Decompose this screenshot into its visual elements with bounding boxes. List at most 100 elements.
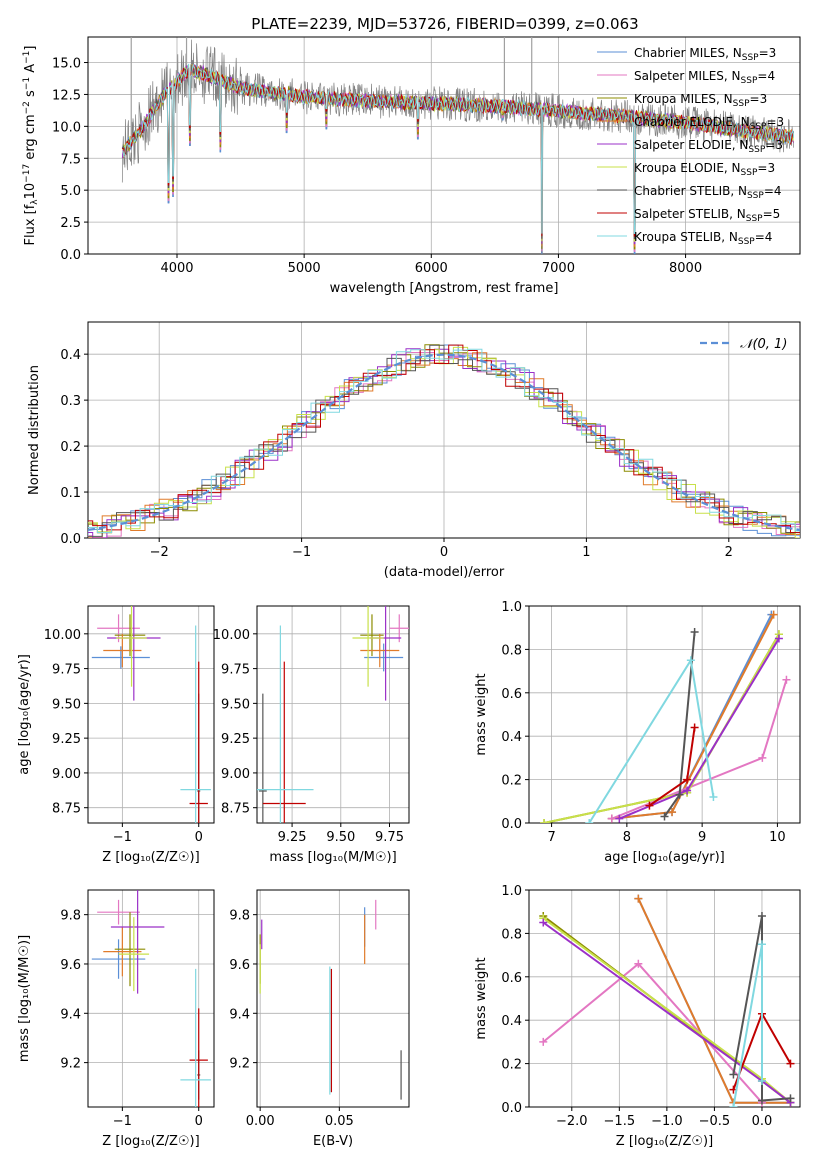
mass-weight-line [543, 633, 780, 823]
x-tick-label: −2 [150, 545, 169, 560]
y-tick-label: 0.4 [501, 1014, 522, 1029]
y-tick-label: 9.6 [229, 958, 250, 973]
y-axis-label: mass weight [474, 673, 489, 755]
mass-weight-marker [539, 918, 548, 927]
x-tick-label: 1 [582, 545, 590, 560]
y-tick-label: 0.8 [501, 643, 522, 658]
errorbar-point [103, 926, 142, 977]
tick-labels: −1 0 9.2 9.4 9.6 9.8 [60, 909, 203, 1129]
errorbar-point [97, 899, 140, 925]
mass-weight-marker [774, 634, 783, 643]
panel-weight_vs_Z: −2.0 −1.5 −1.0 −0.5 0.0 0.0 0.2 0.4 0.6 0.8 1.0 Z [… [474, 884, 801, 1149]
x-tick-label: 7000 [542, 261, 575, 276]
x-tick-label: 7 [547, 830, 555, 845]
mass-weight-marker [729, 1103, 738, 1107]
x-tick-label: 0.00 [246, 1114, 275, 1129]
errorbar-point [189, 661, 208, 823]
x-tick-label: −1.5 [604, 1114, 636, 1129]
y-tick-label: 9.25 [52, 732, 81, 747]
x-tick-label: 2 [725, 545, 733, 560]
x-tick-label: 0 [195, 1114, 203, 1129]
y-tick-label: 9.8 [60, 909, 81, 924]
errorbar-point [110, 890, 165, 994]
y-tick-label: 8.75 [221, 802, 250, 817]
errorbar-point [91, 939, 146, 979]
y-tick-label: 0.4 [501, 730, 522, 745]
y-tick-label: 9.00 [52, 767, 81, 782]
x-tick-label: −1 [113, 1114, 132, 1129]
x-tick-label: 9.75 [375, 830, 404, 845]
y-tick-label: 0.2 [60, 440, 81, 455]
y-tick-label: 9.4 [60, 1007, 81, 1022]
tick-labels: −1 0 8.75 9.00 9.25 9.50 9.75 10.00 [44, 628, 203, 845]
errorbar-point [364, 643, 404, 672]
y-axis-label: Normed distribution [27, 365, 42, 495]
tick-labels: 9.25 9.50 9.75 8.75 9.00 9.25 9.50 9.75 10.00 [213, 628, 404, 845]
y-tick-label: 9.2 [60, 1057, 81, 1072]
panel-mass_vs_EBV: 0.00 0.05 9.2 9.4 9.6 9.8 E(B-V) [229, 889, 410, 1149]
mass-weight-marker [690, 628, 699, 637]
axes-frame [528, 889, 801, 1108]
errorbars-mass_vs_Z [91, 890, 211, 1107]
y-tick-label: 1.0 [501, 600, 522, 615]
mass-weight-marker [782, 675, 791, 684]
mass-weight-marker [769, 610, 778, 619]
axes-frame [87, 605, 215, 824]
panel-spectrum: 4000 5000 6000 7000 8000 0.0 2.5 5.0 7.5 10.0 12.5… [52, 36, 801, 296]
tick-labels: 0.00 0.05 9.2 9.4 9.6 9.8 [229, 909, 353, 1129]
residuals-legend: 𝒩(0, 1) [700, 337, 787, 352]
legend-label: Chabrier STELIB, NSSP=4 [634, 184, 782, 201]
mass-weight-marker [683, 786, 692, 795]
legend-label: 𝒩(0, 1) [740, 337, 787, 352]
y-tick-label: 10.00 [213, 628, 250, 643]
x-tick-label: −2.0 [556, 1114, 588, 1129]
y-tick-label: 1.0 [501, 884, 522, 899]
mass-weight-marker [709, 792, 718, 801]
y-tick-label: 15.0 [52, 57, 81, 72]
x-tick-label: 6000 [415, 261, 448, 276]
spectrum-traces [121, 37, 795, 254]
mass-weight-line [611, 614, 773, 820]
axes-frame [87, 889, 215, 1108]
errorbar-point [180, 968, 211, 1107]
y-tick-label: 12.5 [52, 88, 81, 103]
x-axis-label: (data-model)/error [384, 565, 505, 580]
mass-weight-marker [683, 775, 692, 784]
errorbar-point [118, 917, 150, 992]
errorbar-point [180, 625, 211, 823]
y-tick-label: 10.0 [52, 120, 81, 135]
mass-weight-marker [540, 819, 549, 823]
grid-lines [257, 890, 409, 1107]
mass-weight-marker [645, 801, 654, 810]
tick-labels: 4000 5000 6000 7000 8000 0.0 2.5 5.0 7.5 10.0 12.5… [52, 57, 702, 276]
model-spectrum-line [122, 63, 795, 235]
mass-weight-marker [686, 656, 695, 665]
x-tick-label: 9.25 [278, 830, 307, 845]
legend-label: Salpeter STELIB, NSSP=5 [634, 207, 780, 224]
x-tick-label: 9 [698, 830, 706, 845]
mass-weight-marker [675, 790, 684, 799]
legend-label: Chabrier MILES, NSSP=3 [634, 46, 776, 63]
y-tick-label: 0.0 [60, 248, 81, 263]
mass-weight-marker [757, 1076, 766, 1085]
axes-frame [87, 36, 801, 255]
y-axis-label: mass weight [474, 957, 489, 1039]
residual-histogram [88, 346, 800, 538]
mass-weight-marker [690, 723, 699, 732]
residual-histogram [88, 344, 800, 534]
errorbars-age_vs_mass [257, 606, 409, 823]
y-tick-label: 2.5 [60, 216, 81, 231]
y-tick-label: 0.2 [501, 774, 522, 789]
panel-weight_vs_age: 7 8 9 10 0.0 0.2 0.4 0.6 0.8 1.0 age [log₁₀(age/yr… [474, 600, 801, 865]
observed-spectrum-line [121, 39, 794, 254]
x-tick-label: −1 [292, 545, 311, 560]
y-tick-label: 0.3 [60, 394, 81, 409]
axes-frame [87, 321, 801, 539]
residual-histogram [88, 344, 800, 534]
x-axis-label: wavelength [Angstrom, rest frame] [330, 281, 559, 296]
x-axis-label: Z [log₁₀(Z/Z☉)] [102, 1134, 199, 1149]
x-tick-label: −1.0 [651, 1114, 683, 1129]
mass-weight-marker [757, 912, 766, 921]
errorbar-point [116, 606, 147, 687]
